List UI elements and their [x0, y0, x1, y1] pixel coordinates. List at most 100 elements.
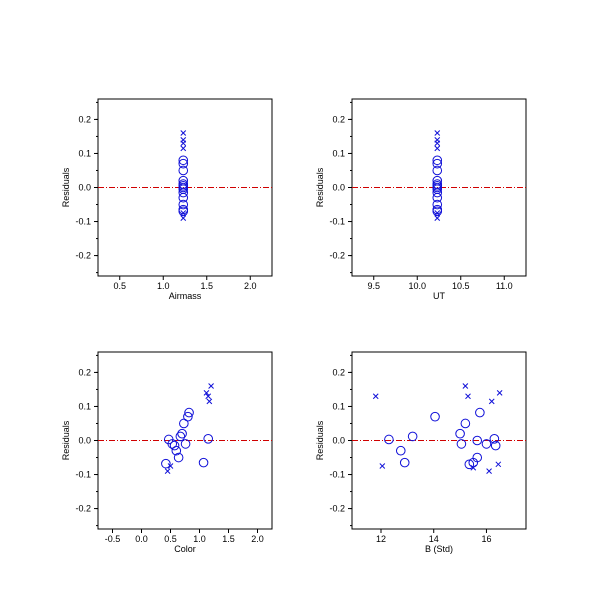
data-point-circle [399, 457, 410, 468]
data-point-cross [203, 389, 210, 396]
data-point-circle [169, 440, 180, 451]
data-point-cross [434, 145, 441, 152]
data-point-circle [180, 439, 191, 449]
data-point-cross [462, 383, 469, 389]
y-tick-label: 0.2 [332, 114, 345, 124]
y-axis-label: Residuals [61, 420, 71, 460]
y-tick-label: -0.2 [75, 504, 91, 514]
x-tick-label: 0.5 [113, 281, 126, 291]
y-tick-label: -0.1 [329, 217, 345, 227]
data-point-circle [489, 433, 500, 444]
data-point-cross [180, 140, 187, 147]
x-tick-label: 1.0 [193, 534, 206, 544]
data-point-cross [180, 130, 187, 136]
data-point-circle [472, 452, 483, 463]
data-point-circle [184, 407, 194, 418]
data-point-circle [178, 206, 189, 217]
y-tick-label: 0.1 [78, 148, 91, 158]
x-tick-label: 14 [429, 534, 439, 544]
data-point-circle [430, 411, 440, 422]
x-tick-label: 0.5 [164, 534, 177, 544]
x-axis-label: UT [433, 291, 445, 301]
y-tick-label: 0.1 [78, 401, 91, 411]
x-tick-label: 12 [376, 534, 386, 544]
data-point-circle [432, 187, 443, 198]
y-tick-label: 0.0 [78, 436, 91, 446]
data-point-circle [178, 155, 189, 166]
data-point-circle [178, 199, 189, 210]
data-point-circle [432, 165, 443, 176]
data-point-cross [488, 398, 495, 405]
data-point-circle [178, 158, 189, 169]
y-tick-label: 0.2 [332, 367, 345, 377]
data-point-circle [407, 431, 418, 442]
x-axis-label: Airmass [169, 291, 202, 301]
y-tick-label: -0.2 [329, 504, 345, 514]
data-point-circle [432, 192, 443, 203]
data-point-circle [171, 445, 182, 456]
data-point-circle [183, 411, 193, 422]
x-tick-label: 1.5 [222, 534, 235, 544]
data-point-circle [460, 418, 471, 429]
data-point-circle [456, 439, 467, 449]
data-point-circle [177, 428, 187, 439]
panel-ut: -0.2 -0.1 0.0 0.1 0.2 9.5 10.0 10.5 11.0 UT Residu… [315, 98, 527, 301]
y-tick-label: -0.2 [329, 251, 345, 261]
data-point-cross [180, 210, 187, 216]
panel-airmass: -0.2 -0.1 0.0 0.1 0.2 0.5 1.0 1.5 2.0 Airmass Resi… [61, 98, 273, 301]
data-point-circle [198, 457, 209, 468]
data-point-cross [167, 463, 174, 469]
data-point-circle [481, 439, 492, 449]
x-axis-label: B (Std) [425, 544, 453, 554]
data-point-cross [434, 130, 441, 136]
y-tick-label: 0.2 [78, 367, 91, 377]
x-tick-label: 2.0 [251, 534, 264, 544]
y-tick-label: 0.2 [78, 114, 91, 124]
data-point-cross [465, 393, 471, 400]
data-point-circle [203, 433, 213, 444]
data-point-circle [173, 452, 184, 463]
data-point-cross [180, 145, 187, 152]
data-point-circle [178, 165, 189, 176]
data-point-cross [434, 215, 441, 221]
x-tick-label: 0.0 [135, 534, 148, 544]
data-point-cross [379, 463, 386, 469]
data-point-cross [486, 468, 492, 474]
y-tick-label: 0.0 [332, 436, 345, 446]
data-point-circle [432, 199, 443, 210]
y-tick-label: -0.1 [329, 470, 345, 480]
data-point-circle [472, 435, 483, 446]
y-tick-label: -0.2 [75, 251, 91, 261]
data-point-cross [372, 393, 379, 400]
y-tick-label: -0.1 [75, 217, 91, 227]
data-point-cross [434, 210, 441, 216]
data-point-cross [496, 389, 503, 396]
data-point-circle [432, 206, 443, 217]
data-point-cross [164, 468, 171, 474]
data-point-cross [206, 398, 213, 405]
x-tick-label: -0.5 [105, 534, 121, 544]
y-tick-label: 0.0 [78, 183, 91, 193]
data-point-circle [178, 192, 189, 203]
data-point-circle [395, 445, 406, 456]
data-point-circle [161, 458, 171, 469]
y-tick-label: 0.0 [332, 183, 345, 193]
panel-color: -0.2 -0.1 0.0 0.1 0.2 -0.5 0.0 0.5 1.0 1.5 2.0 Colo… [61, 351, 273, 554]
data-point-circle [475, 407, 485, 418]
x-axis-label: Color [174, 544, 196, 554]
y-axis-label: Residuals [61, 167, 71, 207]
y-axis-label: Residuals [315, 420, 325, 460]
data-point-cross [495, 461, 502, 468]
data-point-circle [384, 434, 394, 445]
y-tick-label: 0.1 [332, 401, 345, 411]
data-point-cross [470, 464, 477, 471]
data-point-circle [455, 428, 465, 439]
x-tick-label: 9.5 [367, 281, 380, 291]
y-axis-label: Residuals [315, 167, 325, 207]
data-point-cross [180, 215, 187, 221]
data-point-circle [178, 187, 189, 198]
x-tick-label: 10.0 [408, 281, 426, 291]
x-tick-label: 11.0 [496, 281, 513, 291]
x-tick-label: 16 [481, 534, 491, 544]
